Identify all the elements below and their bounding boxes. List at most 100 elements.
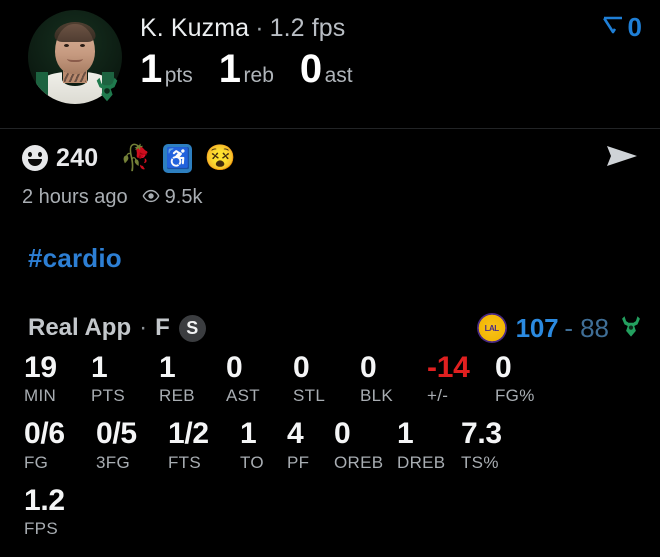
quick-stat-reb-label: reb (243, 64, 274, 87)
player-line: K. Kuzma · 1.2 fps (140, 14, 644, 43)
stat-value: 1 (397, 417, 414, 451)
stat-cell-pts: 1 PTS (91, 351, 159, 406)
stat-value: 0 (293, 351, 310, 384)
eye-icon (142, 186, 160, 209)
send-button[interactable] (602, 141, 642, 175)
quick-stat-reb-value: 1 (218, 47, 241, 91)
stat-label: STL (293, 386, 326, 406)
quick-stat-pts-value: 1 (140, 47, 162, 91)
stat-value: -14 (427, 351, 470, 384)
reaction-add-button[interactable]: 240 (22, 144, 98, 173)
stat-label: 3FG (96, 452, 130, 472)
game-score[interactable]: LAL 107 - 88 (476, 312, 644, 345)
stat-cell-reb: 1 REB (159, 351, 226, 406)
send-arrow-icon (604, 141, 640, 176)
stats-row-secondary: 0/6 FG 0/5 3FG 1/2 FTS 1 TO 4 PF 0 OREB 1 DREB 7.3 TS% (0, 417, 660, 472)
quick-stat-pts-label: pts (164, 64, 193, 87)
wilted-flower-emoji[interactable]: 🥀 (120, 143, 152, 172)
stat-label: MIN (24, 386, 57, 406)
bucks-logo-icon (618, 312, 644, 345)
stat-label: AST (226, 386, 260, 406)
stat-label: FG% (495, 386, 535, 406)
stat-cell-fg: 0/6 FG (24, 417, 96, 472)
stat-cell-min: 19 MIN (24, 351, 91, 406)
dizzy-face-emoji[interactable]: 😵 (204, 143, 236, 172)
quick-stat-ast: 0 ast (300, 49, 353, 89)
stat-label: FG (24, 452, 49, 472)
stat-value: 0 (334, 417, 351, 451)
downvote-arrow-icon (602, 15, 624, 40)
quick-stat-reb: 1 reb (219, 49, 274, 89)
stat-label: FTS (168, 452, 202, 472)
stat-cell-ts: 7.3 TS% (461, 417, 521, 472)
stat-value: 0/6 (24, 417, 65, 451)
wheelchair-symbol-emoji[interactable]: ♿ (163, 143, 193, 173)
view-count-group: 9.5k (142, 186, 202, 209)
stat-cell-: -14 +/- (427, 351, 495, 406)
avatar-hair (54, 22, 96, 42)
stat-cell-oreb: 0 OREB (334, 417, 397, 472)
stat-cell-pf: 4 PF (287, 417, 334, 472)
stat-cell-ast: 0 AST (226, 351, 293, 406)
quick-stat-ast-value: 0 (299, 47, 322, 91)
stat-cell-to: 1 TO (240, 417, 287, 472)
timestamp: 2 hours ago (22, 186, 128, 208)
stat-label: BLK (360, 386, 394, 406)
quick-stats: 1 pts 1 reb 0 ast (140, 49, 644, 89)
stats-block: 19 MIN 1 PTS 1 REB 0 AST 0 STL 0 BLK -14 +/- 0 FG% 0/6 F… (0, 351, 660, 551)
stats-row-primary: 19 MIN 1 PTS 1 REB 0 AST 0 STL 0 BLK -14 +/- 0 FG% (0, 351, 660, 406)
stat-value: 0 (360, 351, 377, 384)
player-name: K. Kuzma (140, 14, 250, 42)
bucks-logo-icon (90, 72, 124, 106)
stat-value: 4 (287, 417, 304, 451)
stat-cell-3fg: 0/5 3FG (96, 417, 168, 472)
stat-value: 7.3 (461, 417, 502, 451)
vote-button[interactable]: 0 (602, 14, 642, 40)
stat-value: 1 (91, 351, 108, 384)
post-header-text: K. Kuzma · 1.2 fps 1 pts 1 reb 0 ast (140, 8, 644, 89)
stats-row-tertiary: 1.2 FPS (0, 483, 660, 539)
stat-value: 1 (240, 417, 257, 451)
avatar-eye-left (64, 44, 69, 47)
stat-cell-fts: 1/2 FTS (168, 417, 240, 472)
home-score: 107 (515, 312, 559, 343)
game-source: Real App · F S (28, 314, 206, 342)
stat-cell-fg: 0 FG% (495, 351, 555, 406)
post-header: K. Kuzma · 1.2 fps 1 pts 1 reb 0 ast 0 (0, 0, 660, 128)
status-badge: S (178, 314, 206, 342)
reactions-row: 240 🥀 ♿ 😵 (0, 134, 660, 182)
game-bar[interactable]: Real App · F S LAL 107 - 88 (0, 308, 660, 348)
lakers-logo-icon: LAL (476, 313, 507, 343)
stat-value: 0 (226, 351, 243, 384)
avatar[interactable] (28, 10, 122, 104)
player-rate: 1.2 fps (269, 14, 346, 42)
stat-value: 1/2 (168, 417, 209, 451)
avatar-eye-right (80, 44, 85, 47)
score-separator: - (564, 312, 574, 343)
post-meta: 2 hours ago 9.5k (22, 186, 202, 209)
stat-label: TO (240, 452, 264, 472)
stat-value: 19 (24, 351, 57, 384)
away-score: 88 (580, 312, 609, 343)
stat-value: 0/5 (96, 417, 137, 451)
game-status: F (155, 314, 170, 341)
quick-stat-ast-label: ast (324, 64, 353, 87)
vote-count: 0 (627, 12, 642, 42)
hashtag-link[interactable]: #cardio (28, 243, 122, 273)
game-separator: · (139, 314, 148, 341)
stat-label: PTS (91, 386, 125, 406)
reaction-count: 240 (56, 143, 99, 172)
stat-value: 1 (159, 351, 176, 384)
avatar-smile (67, 54, 83, 62)
stat-cell-blk: 0 BLK (360, 351, 427, 406)
stat-label: +/- (427, 386, 449, 406)
stat-label: REB (159, 386, 195, 406)
player-separator: · (255, 14, 264, 42)
stat-label: DREB (397, 452, 446, 472)
stat-label: TS% (461, 452, 499, 472)
smiley-face-icon (22, 145, 48, 171)
stat-value: 1.2 (24, 483, 65, 517)
emoji-reactions: 🥀 ♿ 😵 (120, 143, 236, 173)
app-name: Real App (28, 314, 132, 341)
quick-stat-pts: 1 pts (140, 49, 193, 89)
